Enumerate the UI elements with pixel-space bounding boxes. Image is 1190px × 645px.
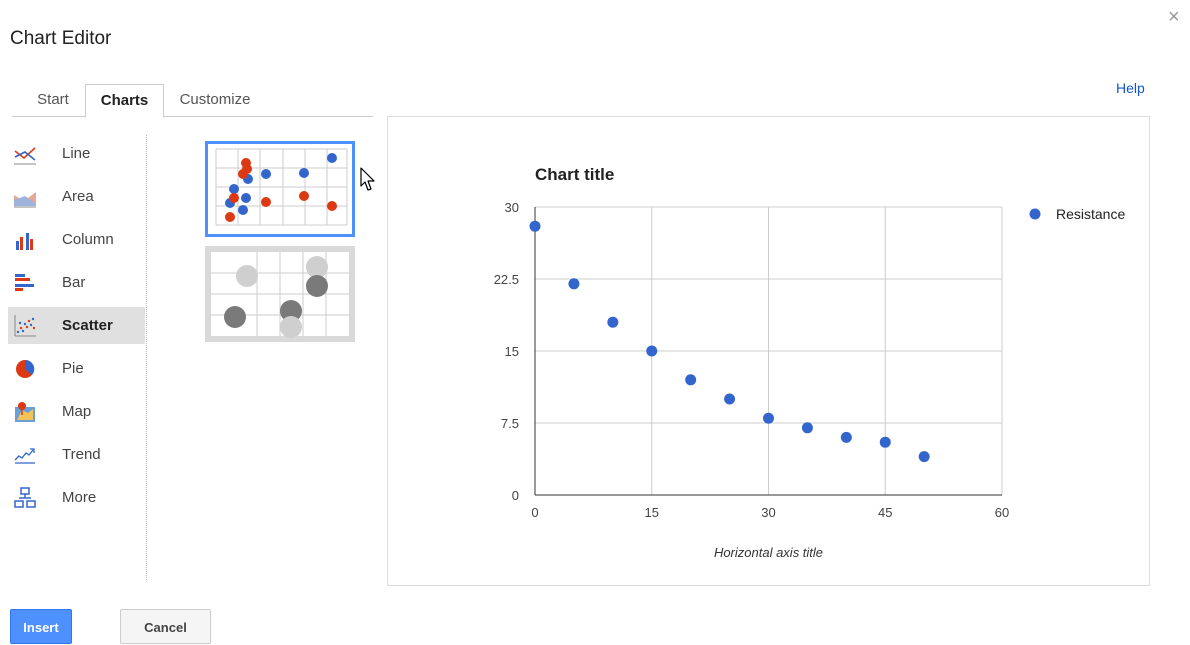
data-point: [801, 422, 813, 434]
y-tick-label: 7.5: [501, 416, 519, 431]
data-point: [763, 412, 774, 424]
sidebar-divider: [146, 135, 147, 580]
data-point: [918, 451, 930, 463]
data-point: [607, 316, 619, 328]
x-tick-label: 45: [878, 505, 892, 520]
sidebar-item-line[interactable]: Line: [8, 135, 145, 172]
data-point: [568, 278, 580, 290]
sidebar-item-label: More: [62, 489, 97, 506]
x-tick-label: 0: [531, 505, 538, 520]
more-charts-icon: [14, 487, 36, 508]
data-point: [646, 345, 658, 357]
tab-charts[interactable]: Charts: [85, 84, 164, 118]
dialog-title: Chart Editor: [10, 28, 112, 49]
data-point: [529, 220, 541, 232]
tab-start[interactable]: Start: [37, 91, 69, 108]
x-tick-label: 30: [761, 505, 775, 520]
sidebar-item-label: Column: [62, 231, 114, 248]
map-chart-icon: [15, 402, 35, 422]
chart-type-sidebar: Line Area Column Bar: [8, 135, 145, 522]
sidebar-item-bar[interactable]: Bar: [8, 264, 145, 301]
x-tick-label: 15: [645, 505, 659, 520]
data-point: [840, 431, 852, 443]
bar-chart-icon: [15, 274, 34, 291]
y-tick-label: 0: [512, 488, 519, 503]
x-axis-title: Horizontal axis title: [714, 545, 823, 560]
sidebar-item-label: Scatter: [62, 317, 113, 334]
x-tick-label: 60: [995, 505, 1009, 520]
sidebar-item-map[interactable]: Map: [8, 393, 145, 430]
y-tick-label: 22.5: [494, 272, 519, 287]
line-chart-icon: [14, 147, 36, 165]
data-point: [724, 393, 736, 405]
chart-title: Chart title: [535, 165, 614, 184]
sidebar-item-label: Line: [62, 145, 91, 162]
y-tick-label: 15: [505, 344, 519, 359]
close-icon[interactable]: ×: [1168, 6, 1180, 28]
area-chart-icon: [14, 192, 36, 208]
pie-chart-icon: [16, 359, 35, 378]
help-link[interactable]: Help: [1116, 80, 1145, 96]
legend-marker: [1029, 208, 1041, 220]
trend-chart-icon: [14, 448, 35, 464]
mouse-pointer-icon: [360, 167, 375, 191]
data-point: [685, 374, 697, 386]
y-tick-label: 30: [505, 200, 519, 215]
sidebar-item-area[interactable]: Area: [8, 178, 145, 215]
sidebar-item-column[interactable]: Column: [8, 221, 145, 258]
chart-preview-panel: 0 15 30 45 60 0 7.5 15 22.5 30 Chart title Horizont…: [387, 116, 1150, 586]
tab-customize[interactable]: Customize: [179, 91, 251, 108]
sidebar-item-more[interactable]: More: [8, 479, 145, 516]
scatter-chart: 0 15 30 45 60 0 7.5 15 22.5 30 Chart title Horizont…: [494, 165, 1126, 560]
sidebar-item-label: Trend: [62, 446, 101, 463]
column-chart-icon: [16, 233, 33, 250]
tab-bar: Start Charts Customize: [12, 84, 373, 118]
legend-label: Resistance: [1056, 206, 1125, 222]
sidebar-item-label: Bar: [62, 274, 86, 291]
scatter-variant-thumbnail[interactable]: [205, 141, 355, 237]
sidebar-item-pie[interactable]: Pie: [8, 350, 145, 387]
sidebar-item-trend[interactable]: Trend: [8, 436, 145, 473]
sidebar-item-label: Pie: [62, 360, 84, 377]
insert-button[interactable]: Insert: [10, 609, 72, 644]
sidebar-item-label: Map: [62, 403, 92, 420]
cancel-button[interactable]: Cancel: [120, 609, 211, 644]
scatter-chart-icon: [14, 315, 36, 337]
sidebar-item-label: Area: [62, 188, 94, 205]
data-point: [879, 436, 891, 448]
bubble-variant-thumbnail[interactable]: [205, 246, 355, 342]
sidebar-item-scatter[interactable]: Scatter: [8, 307, 145, 344]
